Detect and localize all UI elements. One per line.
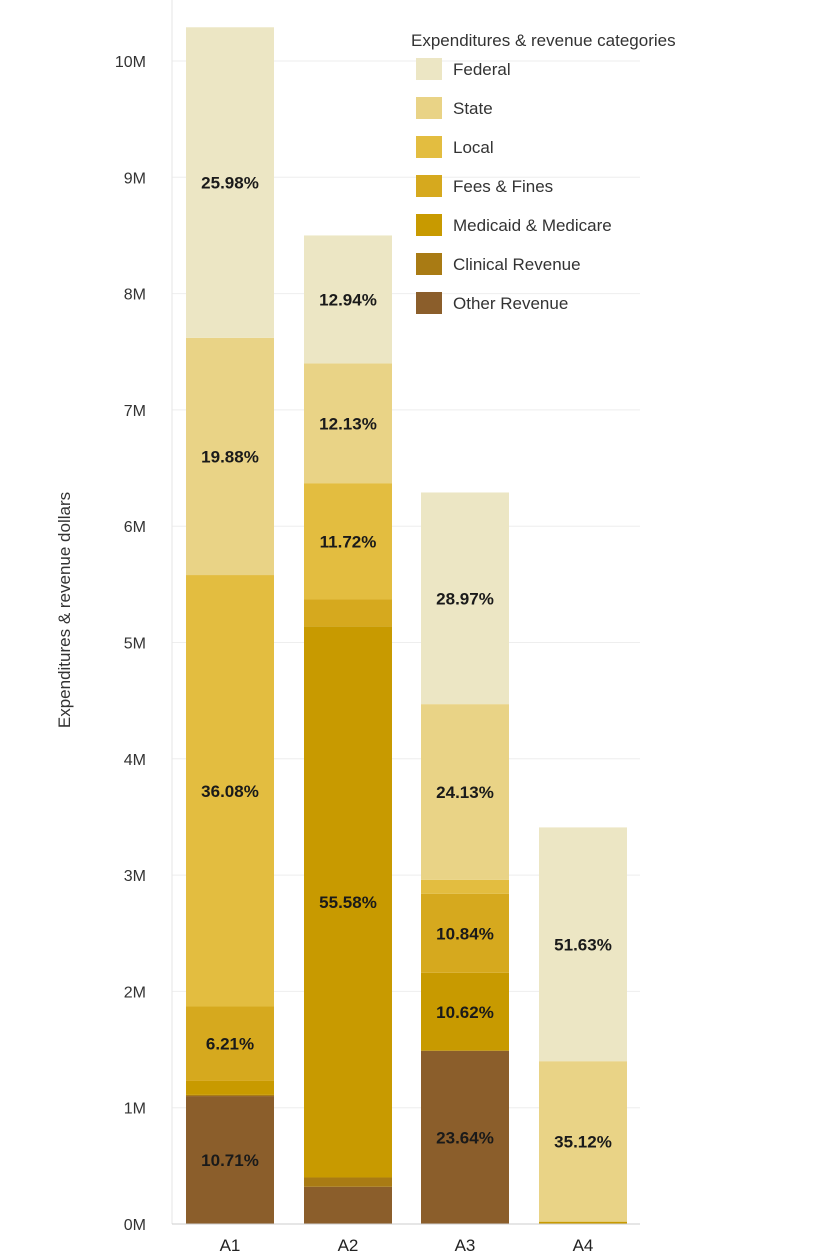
y-tick-label: 0M [124,1217,146,1234]
data-label: 10.84% [436,924,494,943]
bar-a3-local [421,879,509,894]
bar-a1-other-revenue [186,1096,274,1224]
bar-a2-state [304,363,392,484]
x-tick-label: A1 [220,1236,241,1254]
bar-a2-local [304,483,392,600]
bar-a3-state [421,704,509,880]
legend-label-local: Local [453,138,494,157]
bar-a3-other-revenue [421,1050,509,1224]
y-axis: 0M 1M 2M 3M 4M 5M 6M 7M 8M 9M 10M [115,0,173,1234]
bar-a4-medicaid-and-medicare [539,1221,627,1224]
legend-swatch-federal [416,58,442,80]
data-label: 24.13% [436,783,494,802]
data-label: 55.58% [319,893,377,912]
y-tick-label: 7M [124,403,146,420]
data-label: 11.72% [320,532,377,551]
legend-label-state: State [453,99,493,118]
data-label: 10.62% [436,1003,494,1022]
data-label: 36.08% [201,782,259,801]
data-label: 35.12% [554,1132,612,1151]
data-label: 10.71% [201,1151,259,1170]
bar-a1-state [186,337,274,576]
legend-label-federal: Federal [453,60,511,79]
legend-swatch-fees-and-fines [416,175,442,197]
y-tick-label: 9M [124,170,146,187]
x-tick-label: A3 [455,1236,476,1254]
legend-swatch-clinical-revenue [416,253,442,275]
bar-a1-clinical-revenue [186,1094,274,1097]
data-label: 6.21% [206,1035,254,1054]
bar-a1-federal [186,27,274,338]
legend-swatch-other-revenue [416,292,442,314]
legend-label-fees-and-fines: Fees & Fines [453,177,553,196]
legend-label-clinical-revenue: Clinical Revenue [453,255,581,274]
bar-a2-medicaid-and-medicare [304,626,392,1178]
x-axis: A1 A2 A3 A4 [172,1223,640,1254]
data-label: 25.98% [201,174,259,193]
bar-a4-state [539,1061,627,1222]
bar-a2-federal [304,235,392,364]
bar-a1-medicaid-and-medicare [186,1080,274,1095]
data-label: 23.64% [436,1128,494,1147]
data-labels: 10.71% 6.21% 36.08% 19.88% 25.98% 55.58% 11.72… [201,174,612,1171]
y-axis-title: Expenditures & revenue dollars [55,492,74,728]
x-tick-label: A2 [338,1236,359,1254]
legend-swatch-state [416,97,442,119]
data-label: 12.94% [319,290,377,309]
data-label: 28.97% [436,589,494,608]
x-tick-label: A4 [573,1236,594,1254]
bar-a1-fees-and-fines [186,1006,274,1081]
legend: Expenditures & revenue categories Federa… [411,31,676,314]
data-label: 19.88% [201,447,259,466]
bar-a2-clinical-revenue [304,1177,392,1187]
legend-swatch-medicaid-and-medicare [416,214,442,236]
y-tick-label: 3M [124,868,146,885]
bars [186,27,627,1224]
y-tick-label: 5M [124,636,146,653]
bar-a3-federal [421,492,509,705]
bar-a2-fees-and-fines [304,599,392,627]
bar-a4-federal [539,827,627,1062]
legend-label-other-revenue: Other Revenue [453,294,568,313]
bar-a2-other-revenue [304,1186,392,1224]
y-tick-label: 8M [124,287,146,304]
y-tick-label: 1M [124,1101,146,1118]
y-tick-label: 6M [124,519,146,536]
data-label: 51.63% [554,935,612,954]
bar-a3-fees-and-fines [421,893,509,973]
y-tick-label: 10M [115,54,146,71]
bar-a3-medicaid-and-medicare [421,972,509,1051]
legend-title: Expenditures & revenue categories [411,31,676,50]
bar-a1-local [186,575,274,1007]
legend-label-medicaid-and-medicare: Medicaid & Medicare [453,216,612,235]
y-tick-label: 4M [124,752,146,769]
data-label: 12.13% [319,414,377,433]
y-tick-label: 2M [124,984,146,1001]
legend-swatch-local [416,136,442,158]
